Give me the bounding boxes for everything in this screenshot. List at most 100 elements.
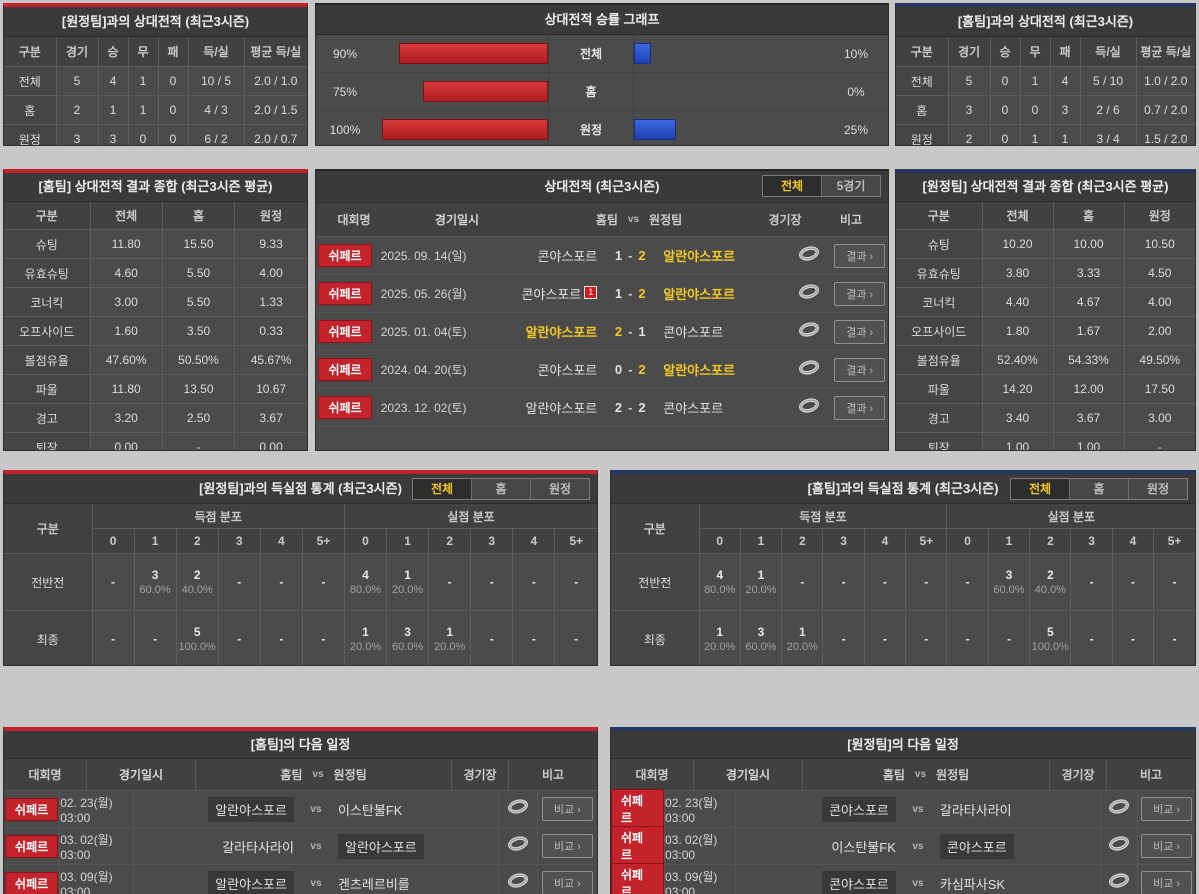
goal-count-header: 1	[386, 528, 430, 554]
goal-count-header: 5+	[301, 528, 345, 554]
compare-button[interactable]: 비교 ›	[541, 871, 593, 894]
panel-title: 상대전적 승률 그래프	[316, 5, 888, 35]
tab[interactable]: 전체	[763, 176, 821, 196]
goal-count-header: 4	[1111, 528, 1155, 554]
tab[interactable]: 원정	[1128, 479, 1187, 499]
panel-next-home: [홈팀]의 다음 일정 대회명 경기일시 홈팀 vs 원정팀 경기장 비고 쉬페…	[3, 727, 598, 894]
stat-cell: 4.00	[1123, 287, 1195, 317]
stadium-icon[interactable]	[1108, 873, 1130, 893]
stat-cell: 3.33	[1052, 258, 1125, 288]
stat-cell: 6 / 2	[187, 124, 245, 145]
away-team-name: 알란야스포르	[337, 833, 424, 859]
stadium-icon[interactable]	[798, 283, 820, 304]
table-row: 파울 11.80 13.50 10.67	[4, 374, 307, 404]
red-bar-zone	[374, 111, 549, 145]
distribution-cell: -	[1153, 610, 1195, 665]
stat-cell: 4	[97, 66, 129, 96]
compare-button[interactable]: 비교 ›	[541, 834, 593, 858]
panel-goals-vs-away: [원정팀]과의 득실점 통계 (최근3시즌) 전체 홈 원정 구분 득점 분포 실점…	[3, 470, 598, 666]
schedule-row: 쉬페르 03. 09(월) 03:00 콘야스포르 vs 카심파사SK 비교 ›	[611, 863, 1195, 894]
row-label: 퇴장	[4, 432, 91, 450]
stadium-icon[interactable]	[507, 799, 529, 819]
away-team-name: 알란야스포르	[663, 249, 736, 264]
stadium-icon[interactable]	[798, 245, 820, 266]
right-percent-label: 0%	[847, 84, 865, 99]
distribution-cell: -	[217, 610, 261, 665]
stat-cell: 3.40	[981, 403, 1054, 433]
home-score: 2	[614, 324, 623, 339]
tab[interactable]: 전체	[413, 479, 471, 499]
row-label: 최종	[611, 610, 700, 665]
league-badge: 쉬페르	[5, 871, 59, 894]
stadium-icon[interactable]	[507, 873, 529, 893]
compare-button[interactable]: 비교 ›	[541, 797, 593, 821]
home-team-name: 알란야스포르	[525, 325, 598, 340]
h2h-home-table: 구분 경기 승 무 패 득/실 평균 득/실 전체 5 0 1 4 5 / 10 1.0 /…	[896, 36, 1195, 145]
compare-button[interactable]: 비교 ›	[1141, 834, 1193, 858]
blue-bar-zone	[634, 35, 824, 72]
table-row: 홈 3 0 0 3 2 / 6 0.7 / 2.0	[896, 95, 1195, 125]
row-label: 파울	[4, 374, 91, 404]
home-score: 1	[614, 248, 623, 263]
row-label: 경고	[4, 403, 91, 433]
stadium-icon[interactable]	[798, 397, 820, 418]
tab[interactable]: 5경기	[821, 176, 880, 196]
stat-cell: 4.50	[1123, 258, 1195, 288]
row-label: 오프사이드	[4, 316, 91, 346]
goal-count-header: 2	[175, 528, 219, 554]
column-header: 득/실	[1079, 36, 1137, 67]
match-date: 2025. 05. 26(월)	[380, 287, 467, 301]
match-date: 02. 23(월) 03:00	[59, 791, 133, 827]
panel-title-text: [원정팀]과의 득실점 통계 (최근3시즌)	[199, 481, 402, 496]
schedule-header: 대회명 경기일시 홈팀 vs 원정팀 경기장 비고	[611, 759, 1195, 791]
goal-count-header: 3	[822, 528, 865, 554]
stat-cell: 10.20	[981, 229, 1054, 259]
stat-cell: 3.00	[1123, 403, 1195, 433]
distribution-cell: -	[512, 553, 556, 611]
result-button[interactable]: 결과 ›	[834, 319, 886, 344]
table-row: 퇴장 0.00 - 0.00	[4, 432, 307, 450]
result-button[interactable]: 결과 ›	[834, 281, 886, 306]
stat-cell: 0	[127, 124, 159, 145]
tab[interactable]: 전체	[1011, 479, 1069, 499]
table-row: 오프사이드 1.60 3.50 0.33	[4, 316, 307, 346]
chart-category-label: 전체	[549, 35, 634, 72]
result-button[interactable]: 결과 ›	[834, 395, 886, 420]
column-header: 홈	[1052, 201, 1125, 230]
stadium-icon[interactable]	[1108, 836, 1130, 856]
league-badge: 쉬페르	[5, 834, 59, 858]
match-score: 2-1	[597, 324, 663, 339]
panel-home-summary: [홈팀] 상대전적 결과 종합 (최근3시즌 평균) 구분 전체 홈 원정 슈팅 11…	[3, 169, 308, 451]
header-away: 원정팀	[649, 213, 683, 227]
distribution-cell: 4 80.0%	[698, 553, 741, 611]
table-row: 코너킥 3.00 5.50 1.33	[4, 287, 307, 317]
stadium-icon[interactable]	[798, 359, 820, 380]
header-stadium: 경기장	[768, 213, 802, 227]
tab[interactable]: 홈	[1069, 479, 1128, 499]
stadium-icon[interactable]	[507, 836, 529, 856]
distribution-cell: 1 20.0%	[343, 610, 388, 665]
result-button[interactable]: 결과 ›	[834, 357, 886, 382]
stat-cell: 14.20	[981, 374, 1054, 404]
compare-button[interactable]: 비교 ›	[1141, 871, 1193, 894]
stat-cell: 4.67	[1052, 287, 1125, 317]
header-note: 비고	[1106, 759, 1195, 790]
stadium-icon[interactable]	[798, 321, 820, 342]
tab[interactable]: 홈	[471, 479, 530, 499]
stat-cell: 9.33	[234, 229, 307, 259]
column-header: 구분	[611, 503, 700, 554]
stat-cell: 1.67	[1052, 316, 1125, 346]
distribution-cell: -	[987, 610, 1031, 665]
stat-cell: 0	[157, 95, 189, 125]
compare-button[interactable]: 비교 ›	[1141, 797, 1193, 821]
tab[interactable]: 원정	[530, 479, 589, 499]
row-label: 원정	[896, 124, 949, 145]
stat-cell: 17.50	[1123, 374, 1195, 404]
home-team-name: 콘야스포르	[521, 287, 582, 302]
header-league: 대회명	[635, 768, 669, 782]
distribution-cell: -	[554, 553, 597, 611]
stadium-icon[interactable]	[1108, 799, 1130, 819]
home-winrate-bar	[399, 43, 548, 64]
result-button[interactable]: 결과 ›	[834, 243, 886, 268]
row-label: 퇴장	[896, 432, 983, 450]
